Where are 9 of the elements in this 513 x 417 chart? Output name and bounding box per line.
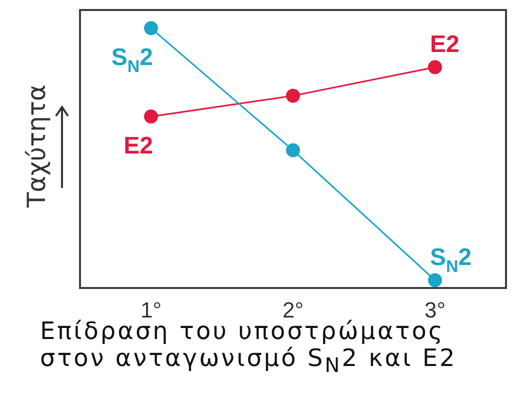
y-axis-title: Ταχύτητα (22, 84, 51, 208)
point (144, 110, 158, 124)
series-label: E2 (430, 31, 460, 58)
text: E2 (124, 132, 154, 160)
point (144, 21, 158, 36)
point (286, 143, 300, 158)
point (286, 88, 300, 103)
point (428, 273, 442, 288)
point (428, 60, 442, 74)
